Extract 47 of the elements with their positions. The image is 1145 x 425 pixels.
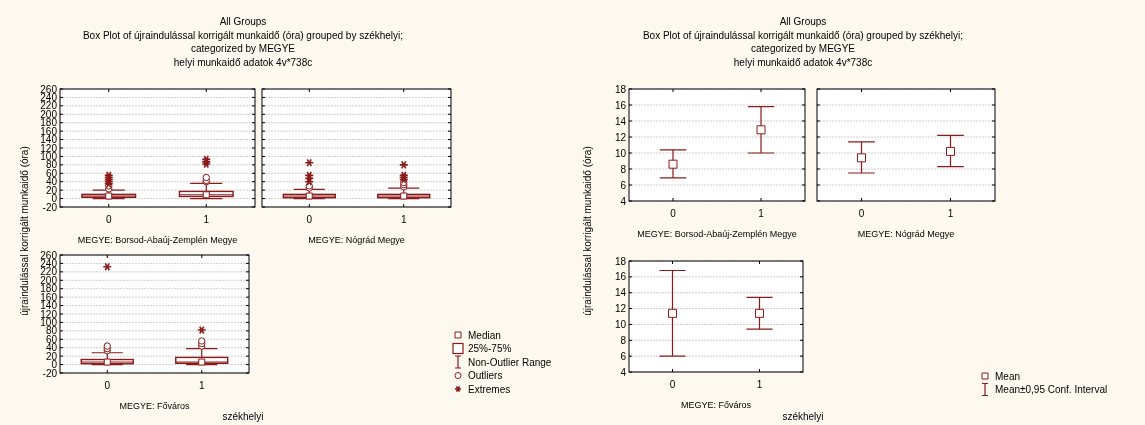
x-tick-label: 1 [756, 379, 763, 390]
y-tick-label: 14 [614, 287, 627, 299]
text: Outliers [468, 370, 503, 381]
y-tick-label: 14 [614, 115, 627, 127]
text: MEGYE: Borsod-Abaúj-Zemplén Megye [77, 235, 238, 245]
x-tick-label: 1 [758, 208, 765, 219]
y-tick-label: 4 [620, 366, 627, 378]
y-tick-label: 6 [620, 350, 627, 362]
x-tick-label: 1 [203, 214, 210, 225]
text: Median [468, 329, 501, 341]
y-tick-label: 8 [620, 163, 627, 175]
x-axis-title: székhelyi [782, 411, 824, 422]
y-tick-label: 18 [614, 255, 627, 267]
x-tick-label: 1 [198, 380, 205, 391]
chart-subtitle: All Groups Box Plot of újraindulással korrigált munkaidő (óra) grouped by székhelyi; categorized by MEGYE helyi munkaidő adatok 4v*738c [642, 16, 964, 68]
y-axis-title: újraindulással korrigált munkaidő (óra) [582, 146, 593, 316]
x-tick-label: 0 [306, 214, 313, 225]
x-tick-label: 1 [947, 208, 954, 219]
text: Mean±0,95 Conf. Interval [995, 384, 1108, 395]
text: MEGYE: Borsod-Abaúj-Zemplén Megye [637, 229, 797, 239]
y-tick-label: 8 [620, 334, 627, 346]
y-tick-label: 10 [614, 147, 627, 159]
y-tick-label: 4 [620, 195, 627, 207]
y-tick-label: 10 [614, 318, 627, 330]
x-axis-title: székhelyi [222, 411, 264, 422]
x-tick-label: 0 [104, 380, 111, 391]
y-tick-label: 12 [614, 303, 627, 315]
text: Non-Outlier Range [468, 356, 552, 368]
text: MEGYE: Nógrád Megye [308, 235, 405, 245]
x-tick-label: 1 [400, 214, 407, 225]
text: MEGYE: Főváros [119, 401, 190, 411]
y-tick-label: 16 [614, 99, 627, 111]
chart-subtitle: All Groups Box Plot of újraindulással korrigált munkaidő (óra) grouped by székhelyi; categorized by MEGYE helyi munkaidő adatok 4v*738c [82, 16, 404, 68]
y-tick-label: 18 [614, 83, 627, 95]
x-tick-label: 0 [105, 214, 112, 225]
text: MEGYE: Nógrád Megye [857, 229, 955, 239]
x-tick-label: 0 [670, 208, 677, 219]
y-tick-label: 12 [614, 131, 627, 143]
text: Mean [995, 370, 1021, 382]
y-axis-title: újraindulással korrigált munkaidő (óra) [19, 146, 30, 316]
x-tick-label: 0 [858, 208, 865, 219]
text: Extremes [468, 383, 511, 395]
x-tick-label: 0 [669, 379, 676, 390]
text: MEGYE: Főváros [680, 400, 752, 410]
y-tick-label: 16 [614, 271, 627, 283]
text: 25%-75% [468, 343, 512, 354]
y-tick-label: 6 [620, 179, 627, 191]
